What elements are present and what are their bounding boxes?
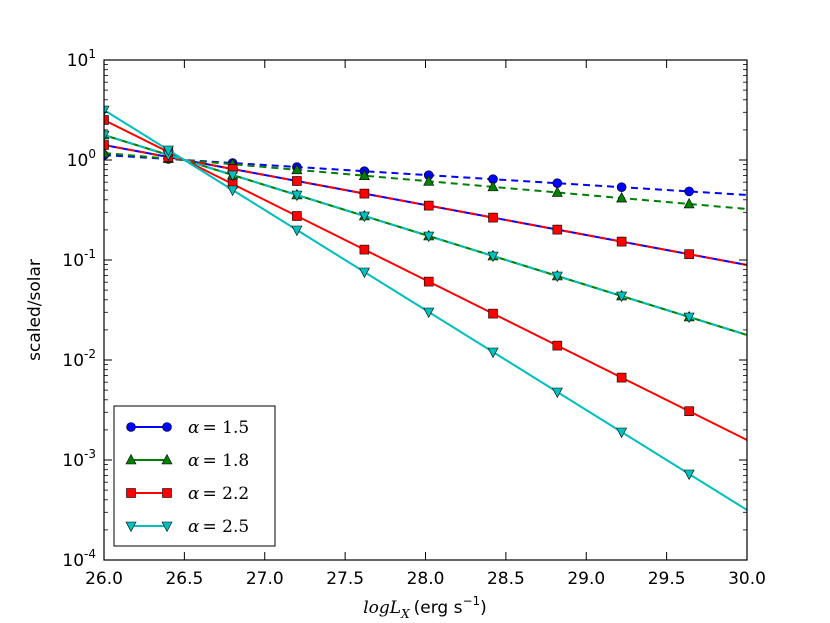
x-tick-label: 28.5: [487, 569, 525, 589]
data-point-dashed: [487, 180, 499, 192]
data-point-dashed: [104, 140, 109, 150]
data-point-dashed: [683, 312, 695, 324]
series-4: [104, 105, 747, 511]
data-point: [162, 145, 174, 157]
data-point-dashed: [423, 231, 435, 243]
data-point-dashed: [616, 291, 628, 303]
y-tick-label: 10-2: [62, 347, 96, 371]
data-point: [423, 276, 434, 287]
data-point-dashed: [552, 224, 563, 235]
x-tick-label: 29.0: [567, 569, 605, 589]
data-point: [358, 267, 370, 279]
data-point: [359, 244, 370, 255]
legend-marker-right: [162, 422, 172, 432]
data-point: [488, 308, 498, 319]
y-tick-label: 10-1: [62, 247, 96, 271]
x-axis-label-close: ): [480, 598, 487, 618]
data-point: [227, 185, 239, 197]
x-tick-label: 27.0: [246, 569, 284, 589]
legend-marker-left: [126, 488, 136, 498]
legend-box: [113, 405, 276, 547]
x-axis-label-exp: −1: [462, 594, 480, 608]
data-point-dashed: [684, 186, 694, 197]
data-point-dashed: [291, 190, 303, 202]
y-tick-label: 101: [67, 47, 96, 71]
data-point: [423, 307, 435, 319]
data-point-dashed: [551, 271, 563, 283]
data-point-dashed: [487, 251, 499, 263]
data-point-dashed: [359, 188, 370, 199]
plot-frame: [103, 59, 748, 561]
x-axis-label: logLX (erg s−1): [363, 594, 487, 621]
data-point: [683, 469, 695, 481]
legend-marker-right: [162, 488, 172, 498]
x-tick-label: 26.0: [85, 569, 123, 589]
data-point: [616, 372, 627, 383]
y-tick-label: 10-3: [62, 447, 96, 471]
data-point-dashed: [104, 130, 110, 142]
legend-marker-right: [161, 521, 173, 533]
data-point: [104, 105, 110, 117]
data-point-dashed: [423, 175, 435, 186]
data-point-dashed: [227, 170, 239, 182]
data-point: [291, 225, 303, 237]
y-tick-label: 10-4: [62, 547, 96, 571]
x-tick-label: 27.5: [326, 569, 364, 589]
data-point-dashed: [488, 212, 498, 223]
data-point: [104, 115, 109, 125]
x-tick-label: 29.5: [648, 569, 686, 589]
series-3: [104, 115, 747, 441]
data-point-dashed: [684, 249, 694, 259]
data-point-dashed: [104, 146, 110, 158]
y-tick-label: 100: [67, 147, 96, 171]
data-point-dashed: [291, 163, 303, 175]
data-point: [552, 340, 563, 351]
data-point: [551, 387, 563, 399]
data-point-dashed: [358, 169, 370, 180]
x-axis-label-sub: X: [400, 607, 410, 621]
legend-label: α = 1.8: [188, 451, 249, 471]
legend-marker-left: [125, 521, 137, 533]
legend-label: α = 2.2: [188, 484, 249, 504]
legend-marker-left: [125, 453, 137, 465]
data-point-dashed: [358, 211, 370, 223]
data-point-dashed: [292, 176, 302, 186]
x-axis-label-var: L: [389, 598, 401, 618]
data-point-dashed: [551, 186, 563, 197]
x-axis-label-units: (erg s: [414, 598, 463, 618]
data-point: [487, 347, 499, 359]
legend: α = 1.5 α = 1.8 α = 2.2 α = 2.5: [113, 405, 276, 547]
data-point: [684, 406, 694, 417]
data-point: [292, 211, 302, 221]
legend-marker-right: [161, 453, 173, 465]
x-tick-label: 30.0: [728, 569, 766, 589]
legend-marker-left: [126, 422, 136, 432]
x-tick-label: 28.0: [407, 569, 445, 589]
x-tick-label: 26.5: [165, 569, 203, 589]
y-axis-label: scaled/solar: [25, 259, 45, 361]
x-axis-label-log: log: [363, 598, 390, 618]
data-point-dashed: [616, 182, 627, 192]
legend-label: α = 2.5: [188, 517, 249, 537]
data-point-dashed: [423, 200, 434, 211]
legend-label: α = 1.5: [188, 418, 249, 438]
data-point-dashed: [683, 197, 695, 209]
data-point-dashed: [616, 236, 627, 247]
data-point: [616, 427, 628, 439]
data-point-dashed: [616, 191, 628, 203]
